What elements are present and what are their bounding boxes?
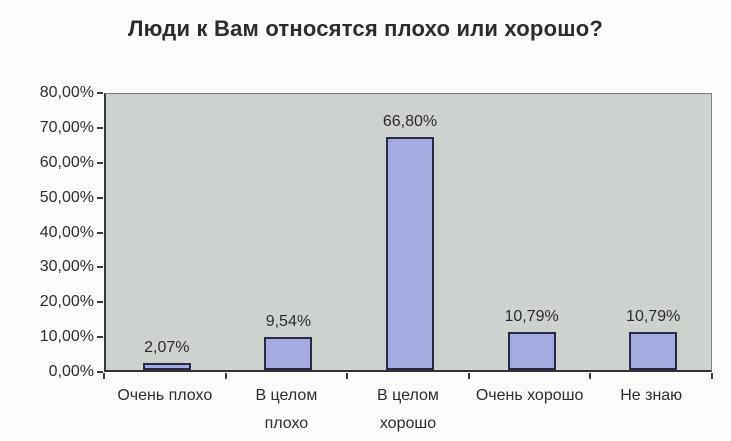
y-axis-tick-mark — [97, 231, 103, 234]
y-axis-tick-mark — [97, 301, 103, 304]
bar-value-label: 9,54% — [265, 312, 312, 330]
bar-value-label: 10,79% — [504, 308, 559, 326]
x-tick-label-0: Очень плохо — [117, 387, 213, 404]
plot-area: 2,07% 9,54% 66,80% 10,79% 10,79% — [104, 93, 712, 372]
bar-1 — [264, 336, 313, 370]
bar-value-label: 2,07% — [144, 338, 190, 356]
y-tick-label: 70,00% — [39, 118, 94, 136]
x-tick-label-4: Не знаю — [620, 387, 683, 404]
x-tick-label-2: В целом хорошо — [377, 387, 439, 432]
bar-0 — [142, 362, 191, 370]
bar-2 — [386, 137, 434, 370]
x-axis-tick-mark — [103, 373, 105, 379]
y-axis-tick-mark — [97, 196, 103, 199]
y-axis-tick-mark — [97, 126, 103, 129]
bar-value-label: 10,79% — [626, 308, 681, 326]
y-axis-tick-mark — [97, 161, 103, 164]
y-axis-tick-mark — [97, 336, 103, 339]
y-tick-label: 0,00% — [48, 363, 94, 380]
y-axis-tick-mark — [97, 371, 103, 373]
chart-title: Люди к Вам относятся плохо или хорошо? — [127, 16, 604, 41]
x-axis-tick-mark — [224, 373, 227, 379]
y-tick-label: 50,00% — [39, 188, 94, 206]
x-axis-tick-mark — [467, 373, 470, 379]
bar-3 — [507, 332, 556, 370]
x-axis-tick-mark — [711, 373, 713, 379]
x-tick-label-3: Очень хорошо — [475, 387, 584, 404]
bar-4 — [629, 332, 678, 370]
y-tick-label: 10,00% — [39, 328, 94, 346]
y-axis-tick-mark — [97, 92, 103, 94]
y-tick-label: 30,00% — [39, 258, 94, 276]
x-tick-label-1: В целом плохо — [255, 387, 318, 432]
y-tick-label: 40,00% — [39, 223, 94, 241]
bar-value-label: 66,80% — [382, 113, 438, 131]
y-axis-labels: 80,00% 70,00% 60,00% 50,00% 40,00% 30,00% 20,0… — [6, 84, 94, 380]
y-axis-tick-mark — [97, 266, 103, 269]
x-axis-tick-mark — [346, 373, 349, 379]
y-tick-label: 20,00% — [39, 293, 94, 311]
x-axis-tick-mark — [589, 373, 592, 379]
y-tick-label: 80,00% — [39, 84, 94, 101]
y-tick-label: 60,00% — [39, 153, 94, 171]
